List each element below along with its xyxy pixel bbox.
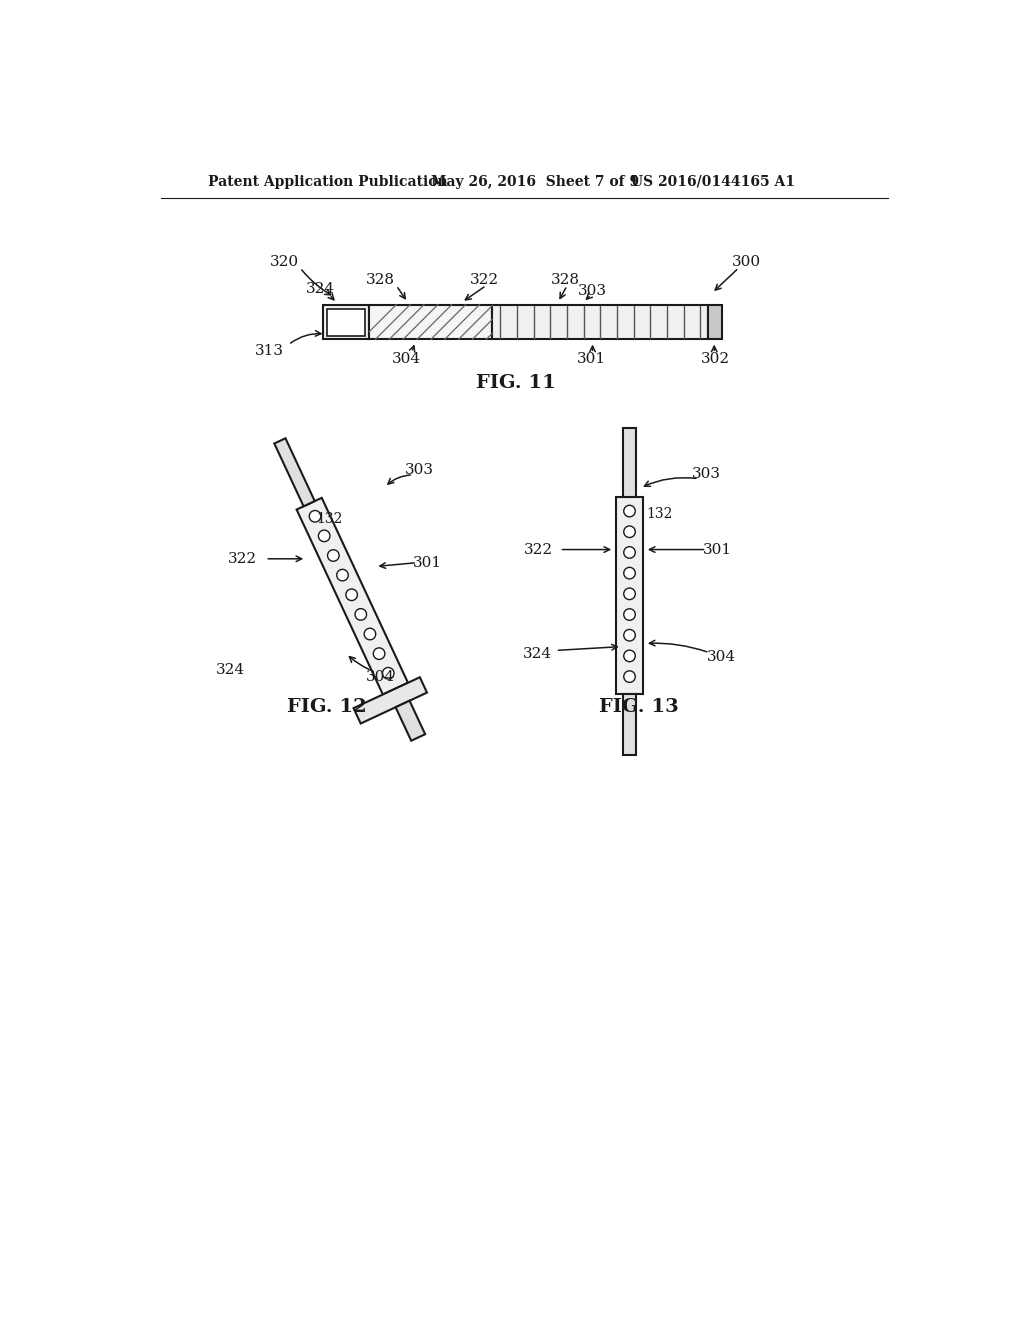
Text: 303: 303 (579, 284, 607, 298)
Text: 300: 300 (732, 255, 761, 269)
Text: 304: 304 (708, 651, 736, 664)
Text: 132: 132 (316, 512, 343, 525)
Circle shape (365, 628, 376, 640)
Bar (624, 428, 636, 498)
Text: May 26, 2016  Sheet 7 of 9: May 26, 2016 Sheet 7 of 9 (431, 174, 639, 189)
Bar (493, 305, 708, 339)
Circle shape (328, 549, 339, 561)
Polygon shape (353, 677, 427, 723)
Text: 302: 302 (701, 351, 730, 366)
Polygon shape (274, 438, 314, 507)
Text: 328: 328 (551, 273, 581, 286)
Polygon shape (395, 701, 425, 741)
Circle shape (624, 671, 635, 682)
Circle shape (337, 569, 348, 581)
Text: 322: 322 (470, 273, 500, 286)
Circle shape (624, 546, 635, 558)
Circle shape (374, 648, 385, 660)
Bar (708, 305, 722, 339)
Text: 303: 303 (404, 463, 434, 478)
Circle shape (346, 589, 357, 601)
Text: 324: 324 (216, 664, 245, 677)
Circle shape (309, 511, 321, 521)
Bar (624, 693, 636, 755)
Circle shape (624, 525, 635, 537)
Circle shape (383, 668, 394, 678)
Bar (370, 305, 493, 339)
Text: 322: 322 (227, 552, 257, 566)
Circle shape (624, 568, 635, 579)
Bar (327, 309, 366, 335)
Text: 328: 328 (367, 273, 395, 286)
Text: 313: 313 (255, 345, 284, 358)
Circle shape (318, 531, 330, 541)
Text: FIG. 11: FIG. 11 (475, 375, 555, 392)
Circle shape (624, 609, 635, 620)
Circle shape (624, 589, 635, 599)
Text: 304: 304 (391, 351, 421, 366)
Text: 301: 301 (577, 351, 605, 366)
Text: 320: 320 (270, 255, 299, 269)
Text: 132: 132 (646, 507, 673, 521)
Circle shape (355, 609, 367, 620)
Circle shape (624, 506, 635, 517)
Circle shape (624, 651, 635, 661)
Text: FIG. 13: FIG. 13 (599, 698, 679, 715)
Text: US 2016/0144165 A1: US 2016/0144165 A1 (631, 174, 795, 189)
Text: 303: 303 (692, 467, 721, 480)
Text: 301: 301 (413, 556, 441, 570)
Text: 304: 304 (367, 669, 395, 684)
Bar (323, 305, 370, 339)
Circle shape (624, 630, 635, 642)
Text: 322: 322 (524, 543, 553, 557)
Text: 324: 324 (306, 282, 335, 296)
Polygon shape (297, 498, 408, 694)
Text: Patent Application Publication: Patent Application Publication (208, 174, 447, 189)
Bar (615, 498, 643, 693)
Text: 301: 301 (702, 543, 732, 557)
Text: FIG. 12: FIG. 12 (287, 698, 367, 715)
Text: 324: 324 (522, 647, 552, 660)
